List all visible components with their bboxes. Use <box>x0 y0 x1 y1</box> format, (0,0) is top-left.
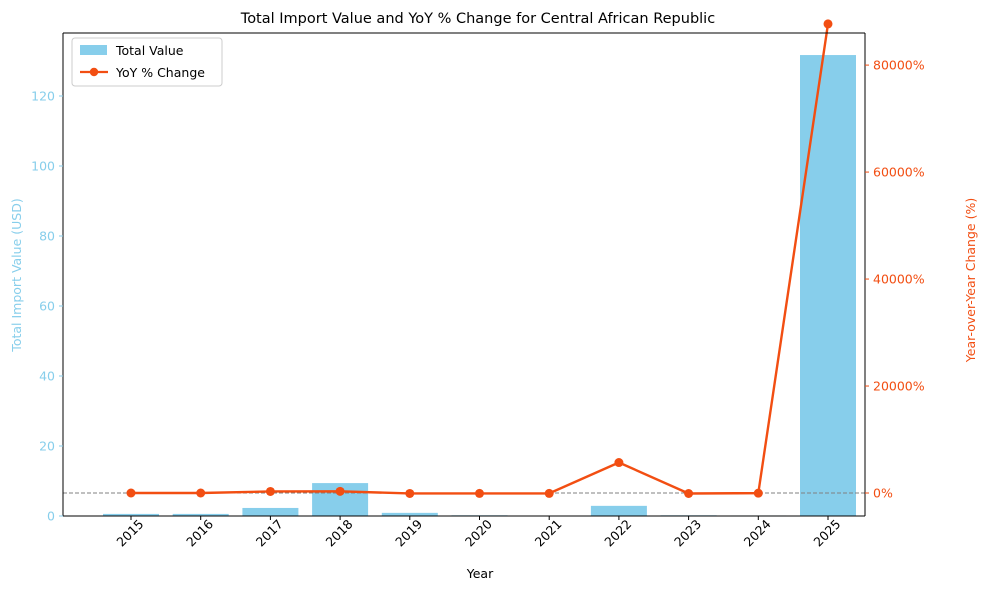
x-tick-label-2021: 2021 <box>532 516 565 549</box>
y-axis-right-label: Year-over-Year Change (%) <box>963 198 978 363</box>
y-right-tick-label-20000: 20000% <box>873 379 925 394</box>
legend-line-marker <box>90 68 98 76</box>
x-axis-label: Year <box>466 566 494 581</box>
yoy-point-2022 <box>614 458 623 467</box>
y-left-tick-label-60: 60 <box>39 299 55 314</box>
y-right-tick-label-40000: 40000% <box>873 272 925 287</box>
x-tick-label-2024: 2024 <box>741 516 774 549</box>
yoy-point-2016 <box>196 489 205 498</box>
y-left-tick-label-120: 120 <box>31 89 55 104</box>
yoy-series-line <box>131 24 828 494</box>
yoy-point-2017 <box>266 487 275 496</box>
yoy-point-2024 <box>754 489 763 498</box>
x-tick-label-2019: 2019 <box>392 516 425 549</box>
legend-label-total-value: Total Value <box>115 43 184 58</box>
y-right-tick-label-80000: 80000% <box>873 58 925 73</box>
x-tick-label-2023: 2023 <box>671 516 704 549</box>
yoy-point-2015 <box>127 489 136 498</box>
y-left-tick-label-20: 20 <box>39 439 55 454</box>
y-axis-left-label: Total Import Value (USD) <box>9 198 24 352</box>
y-right-tick-label-60000: 60000% <box>873 165 925 180</box>
y-left-tick-label-80: 80 <box>39 229 55 244</box>
bars-layer <box>103 55 856 516</box>
y-left-tick-label-100: 100 <box>31 159 55 174</box>
legend-label-yoy-change: YoY % Change <box>115 65 205 80</box>
axes-layer: 2015 2016 2017 2018 2019 2020 2021 2022 2023 2024… <box>31 33 925 549</box>
bar-2017 <box>242 508 298 516</box>
bar-2025 <box>800 55 856 516</box>
yoy-point-2020 <box>475 489 484 498</box>
y-left-tick-label-0: 0 <box>47 509 55 524</box>
x-tick-label-2015: 2015 <box>113 516 146 549</box>
x-tick-label-2020: 2020 <box>462 516 495 549</box>
x-tick-label-2022: 2022 <box>601 516 634 549</box>
legend-bar-swatch <box>80 45 107 55</box>
bar-2022 <box>591 506 647 516</box>
y-left-tick-label-40: 40 <box>39 369 55 384</box>
yoy-point-2018 <box>336 487 345 496</box>
line-layer <box>127 19 833 498</box>
x-tick-label-2025: 2025 <box>810 516 843 549</box>
yoy-point-2019 <box>405 489 414 498</box>
x-tick-label-2016: 2016 <box>183 516 216 549</box>
chart-title: Total Import Value and YoY % Change for … <box>240 11 715 27</box>
y-right-tick-label-0: 0% <box>873 486 893 501</box>
x-tick-label-2017: 2017 <box>253 516 286 549</box>
legend: Total Value YoY % Change <box>72 38 222 86</box>
yoy-point-2025 <box>824 19 833 28</box>
yoy-point-2021 <box>545 489 554 498</box>
yoy-point-2023 <box>684 489 693 498</box>
x-tick-label-2018: 2018 <box>322 516 355 549</box>
